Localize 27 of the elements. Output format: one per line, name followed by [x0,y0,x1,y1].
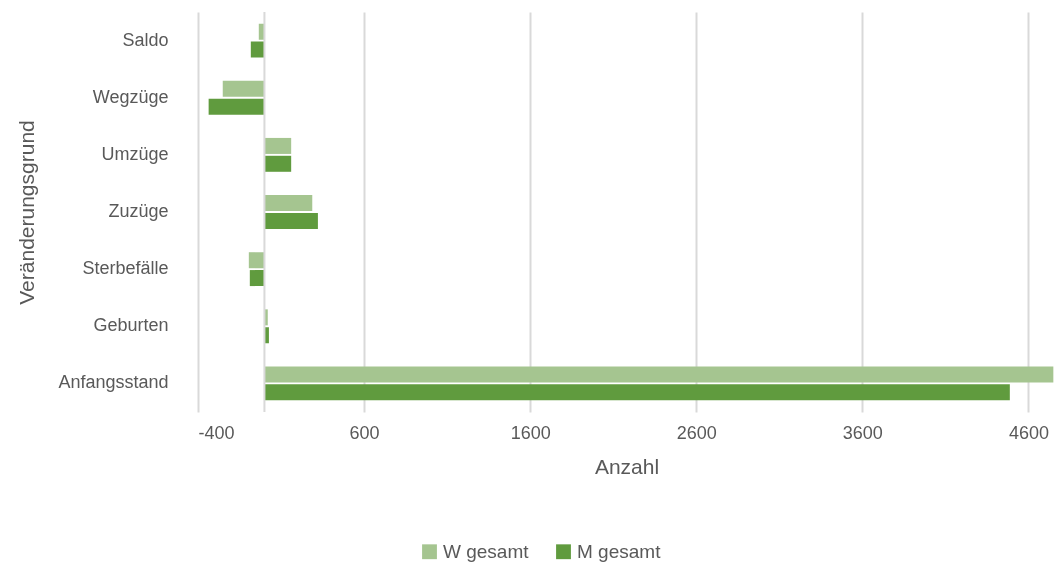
bar [264,384,1010,401]
legend-label: M gesamt [577,540,662,562]
y-tick-label: Sterbefälle [82,258,169,279]
bar [264,195,313,212]
y-tick-label: Umzüge [101,143,169,164]
x-tick-label: 1600 [510,422,551,443]
y-tick-label: Zuzüge [108,201,169,221]
bar [222,80,265,97]
bar [264,137,292,154]
x-axis-title: Anzahl [594,454,660,478]
legend-label: W gesamt [443,540,530,562]
bar [264,155,292,172]
y-tick-label: Geburten [93,315,169,336]
x-tick-label: 600 [349,422,380,443]
x-tick-label: 4600 [1008,422,1049,443]
bar [264,212,318,229]
bar [248,252,265,269]
y-tick-label: Wegzüge [92,86,169,107]
y-tick-label: Saldo [122,29,169,50]
bar [264,366,1054,383]
bar [264,309,268,326]
y-tick-label: Anfangsstand [58,372,169,393]
bar [208,98,265,115]
y-axis-title: Veränderungsgrund [15,120,39,305]
x-tick-label: -400 [198,422,235,443]
x-tick-label: 3600 [842,422,883,443]
x-tick-label: 2600 [676,422,717,443]
